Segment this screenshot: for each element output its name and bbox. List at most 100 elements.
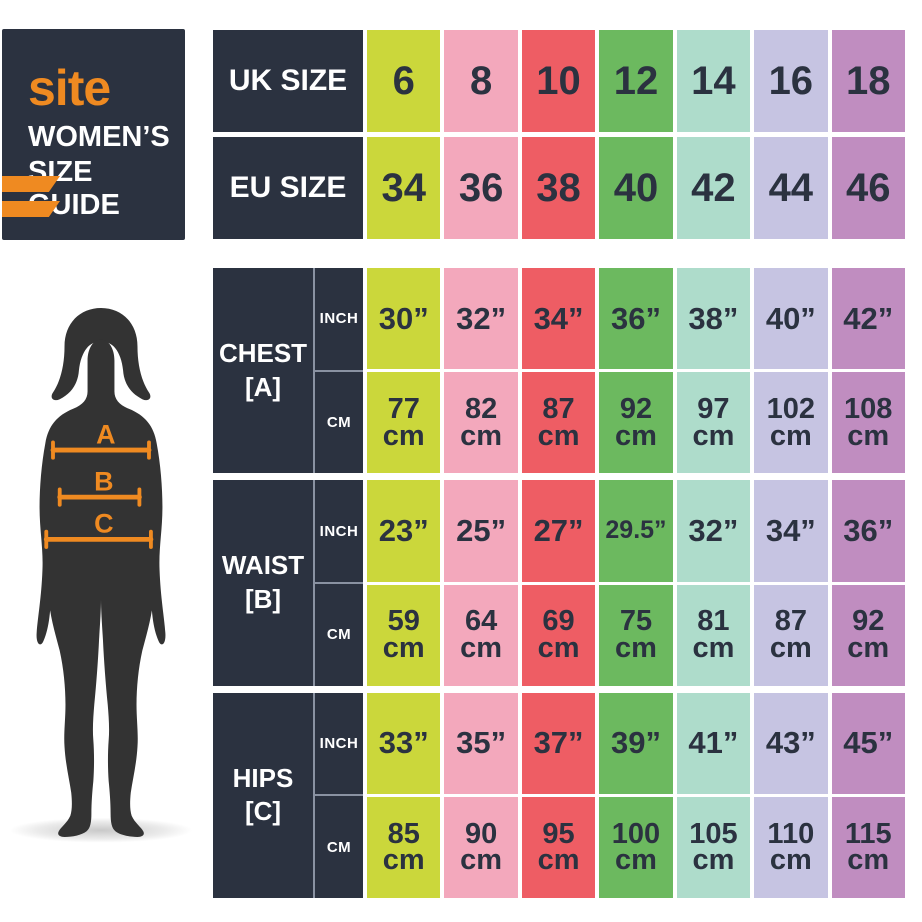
inch-cell: 27” xyxy=(521,480,596,582)
inch-cell: 32” xyxy=(676,480,751,582)
cm-row: 85 cm 90 cm 95 cm 100 cm 105 cm 110 cm 115 cm xyxy=(367,796,905,898)
cm-unit: cm xyxy=(615,844,657,877)
cm-value: 92 xyxy=(852,605,885,638)
cm-value: 59 xyxy=(387,605,420,638)
cm-cell: 77 cm xyxy=(367,372,441,474)
silhouette-hair xyxy=(51,308,151,401)
cm-unit: cm xyxy=(769,419,812,452)
section-name: CHEST xyxy=(218,337,308,368)
size-row-header: EU SIZE xyxy=(213,137,363,239)
cm-value: 108 xyxy=(844,393,893,426)
cm-cell: 110 cm xyxy=(754,796,828,898)
cm-unit: cm xyxy=(615,419,657,452)
cm-value: 87 xyxy=(774,605,807,638)
measure-section: CHEST [A] INCH CM 30” 32” 34” 36” 38” 40” 42” 77 cm 8… xyxy=(213,268,905,474)
cm-cell: 108 cm xyxy=(831,372,905,474)
cm-unit: cm xyxy=(382,419,425,452)
size-cell: 18 xyxy=(831,30,905,132)
inch-cell: 34” xyxy=(754,480,828,582)
cm-unit: cm xyxy=(847,844,890,877)
cm-value: 64 xyxy=(465,605,498,638)
brand-title-line1: WOMEN’S xyxy=(28,121,170,153)
cm-unit: cm xyxy=(537,632,580,665)
measurement-label-a: A xyxy=(96,419,115,449)
measurement-line-a xyxy=(50,440,152,460)
divider xyxy=(315,794,363,797)
inch-cell: 33” xyxy=(367,692,441,794)
cm-cell: 75 cm xyxy=(599,584,673,686)
unit-label-inch: INCH xyxy=(319,734,359,752)
divider xyxy=(313,480,315,686)
measurement-line-b xyxy=(57,487,142,507)
unit-label-inch: INCH xyxy=(319,522,359,540)
size-cell: 46 xyxy=(831,137,905,239)
size-table: UK SIZE 6 8 10 12 14 16 18 EU SIZE 34 36 38 40 42 44 46 xyxy=(213,30,905,239)
cm-value: 75 xyxy=(619,605,653,638)
cm-value: 97 xyxy=(697,393,730,426)
floor-shadow xyxy=(9,817,193,843)
size-cell: 38 xyxy=(521,137,596,239)
section-label: HIPS [C] xyxy=(213,692,313,898)
inch-cell: 40” xyxy=(754,268,828,370)
inch-cell: 34” xyxy=(521,268,596,370)
cm-row: 77 cm 82 cm 87 cm 92 cm 97 cm 102 cm 108 cm xyxy=(367,372,905,474)
size-cell: 36 xyxy=(444,137,518,239)
unit-label-cm: CM xyxy=(326,626,352,644)
divider xyxy=(367,581,905,585)
cm-unit: cm xyxy=(692,844,735,877)
cm-value: 110 xyxy=(767,817,815,850)
inch-cell: 39” xyxy=(599,692,673,794)
cm-cell: 102 cm xyxy=(754,372,828,474)
cm-value: 85 xyxy=(387,817,420,850)
size-cell: 16 xyxy=(754,30,828,132)
inch-cell: 23” xyxy=(367,480,441,582)
cm-value: 100 xyxy=(611,817,661,850)
cm-cell: 92 cm xyxy=(831,584,905,686)
cm-value: 115 xyxy=(844,817,892,850)
cm-cell: 64 cm xyxy=(444,584,518,686)
inch-cell: 41” xyxy=(676,692,751,794)
divider xyxy=(315,369,363,372)
cm-unit: cm xyxy=(537,844,580,877)
brand-logo: site xyxy=(28,60,111,116)
cm-cell: 100 cm xyxy=(599,796,673,898)
section-label: WAIST [B] xyxy=(213,480,313,686)
cm-unit: cm xyxy=(769,844,812,877)
cm-unit: cm xyxy=(460,632,503,665)
inch-cell: 30” xyxy=(367,268,441,370)
cm-unit: cm xyxy=(460,844,503,877)
size-row-header: UK SIZE xyxy=(213,30,363,132)
cm-cell: 82 cm xyxy=(444,372,518,474)
cm-value: 69 xyxy=(542,605,575,638)
inch-cell: 25” xyxy=(444,480,518,582)
section-name: HIPS xyxy=(232,762,294,793)
cm-cell: 87 cm xyxy=(754,584,828,686)
size-row: EU SIZE 34 36 38 40 42 44 46 xyxy=(213,137,905,239)
cm-value: 81 xyxy=(697,605,730,638)
inch-row: 23” 25” 27” 29.5” 32” 34” 36” xyxy=(367,480,905,582)
divider xyxy=(313,692,315,898)
divider xyxy=(315,582,363,584)
inch-row: 30” 32” 34” 36” 38” 40” 42” xyxy=(367,268,905,370)
unit-label-cm: CM xyxy=(326,838,352,856)
size-cell: 14 xyxy=(676,30,751,132)
inch-cell: 32” xyxy=(444,268,518,370)
unit-label-cm: CM xyxy=(326,414,352,431)
section-ref: [A] xyxy=(244,371,282,402)
inch-cell: 45” xyxy=(831,692,905,794)
cm-cell: 95 cm xyxy=(521,796,596,898)
measurement-label-c: C xyxy=(94,509,113,539)
woman-silhouette-figure: A B C xyxy=(5,288,197,856)
cm-unit: cm xyxy=(769,632,812,665)
silhouette-body xyxy=(36,339,166,837)
cm-value: 82 xyxy=(465,393,498,426)
cm-unit: cm xyxy=(382,844,425,877)
value-columns: 30” 32” 34” 36” 38” 40” 42” 77 cm 82 cm 87 cm 92 cm 97 c… xyxy=(367,268,905,474)
brand-panel: site WOMEN’S SIZE GUIDE xyxy=(2,29,185,240)
size-row: UK SIZE 6 8 10 12 14 16 18 xyxy=(213,30,905,132)
brand-stripe-icon xyxy=(2,201,60,217)
measure-section: HIPS [C] INCH CM 33” 35” 37” 39” 41” 43” 45” 85 cm 90… xyxy=(213,692,905,898)
unit-label-inch: INCH xyxy=(319,310,359,328)
inch-cell: 42” xyxy=(831,268,905,370)
